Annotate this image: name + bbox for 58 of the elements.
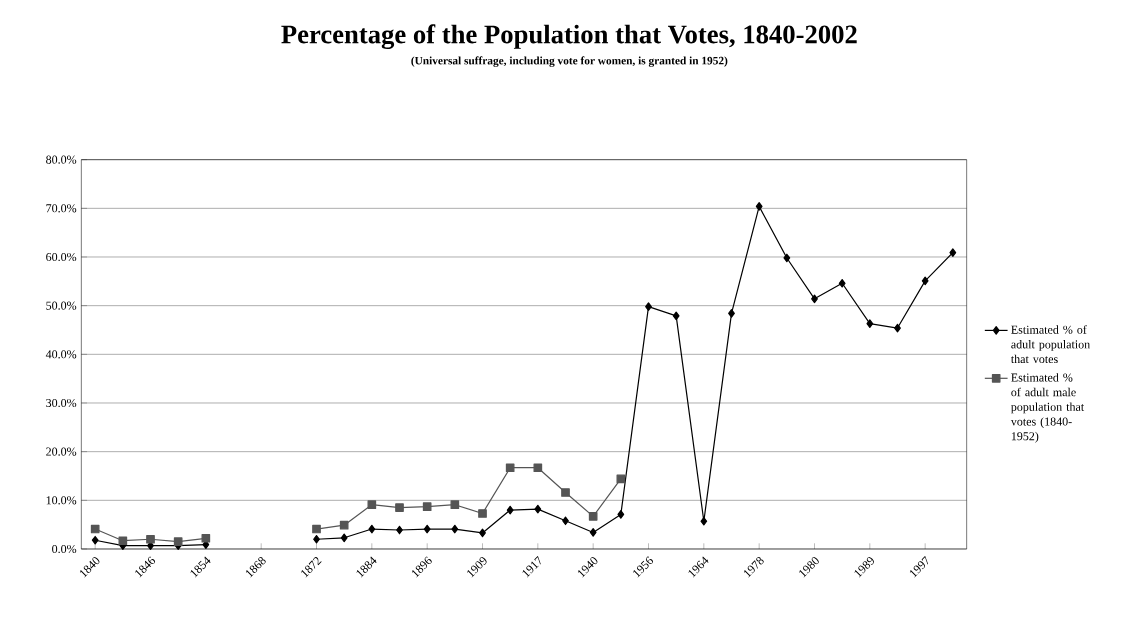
point xyxy=(589,528,597,537)
y-tick-label: 10.0% xyxy=(46,496,77,505)
point xyxy=(422,502,432,511)
point xyxy=(894,323,901,333)
point xyxy=(783,253,791,263)
point xyxy=(201,533,211,543)
point xyxy=(479,528,486,538)
y-tick-label: 70.0% xyxy=(46,204,77,213)
point xyxy=(866,319,874,328)
point xyxy=(562,516,569,526)
point xyxy=(672,311,680,321)
point xyxy=(533,463,543,473)
point xyxy=(91,535,99,545)
point xyxy=(451,524,459,534)
point xyxy=(588,512,598,521)
y-tick-label: 50.0% xyxy=(46,301,77,310)
point xyxy=(340,533,348,543)
point xyxy=(617,510,625,519)
point xyxy=(118,536,128,546)
point xyxy=(395,503,404,512)
point xyxy=(949,248,957,257)
y-tick-label: 20.0% xyxy=(46,447,77,456)
legend-label: Estimated % of adult male population that votes (1840-1952) xyxy=(1010,373,1085,443)
point xyxy=(616,474,626,484)
point xyxy=(700,516,708,526)
point xyxy=(90,524,100,534)
point xyxy=(312,524,321,534)
y-tick-label: 0.0% xyxy=(52,544,77,554)
point xyxy=(146,534,155,544)
point xyxy=(339,520,349,530)
point xyxy=(173,537,183,547)
point xyxy=(505,463,515,473)
point xyxy=(534,504,542,514)
point xyxy=(811,294,818,304)
point xyxy=(921,276,929,286)
point xyxy=(728,309,735,318)
point xyxy=(645,302,652,311)
y-tick-label: 30.0% xyxy=(46,398,77,408)
chart-title: Percentage of the Population that Votes, 1840-2002 xyxy=(281,24,857,50)
point xyxy=(506,505,514,515)
legend-label: Estimated % of adult population that votes xyxy=(1010,325,1090,364)
y-tick-label: 40.0% xyxy=(45,350,77,359)
y-tick-label: 60.0% xyxy=(46,252,77,262)
point xyxy=(368,524,376,534)
point xyxy=(561,488,570,497)
x-tick-label: 1909 xyxy=(467,557,487,578)
point xyxy=(423,524,431,534)
point xyxy=(755,202,763,211)
point xyxy=(450,500,460,510)
x-tick-label: 1872 xyxy=(301,557,322,578)
x-tick-label: 1980 xyxy=(799,557,819,578)
chart-subtitle: (Universal suffrage, including vote for women, is granted in 1952) xyxy=(411,56,728,67)
point xyxy=(478,509,487,518)
point xyxy=(396,525,403,535)
point xyxy=(367,500,377,510)
y-tick-label: 80.0% xyxy=(46,155,77,164)
point xyxy=(838,278,846,288)
point xyxy=(313,534,320,544)
